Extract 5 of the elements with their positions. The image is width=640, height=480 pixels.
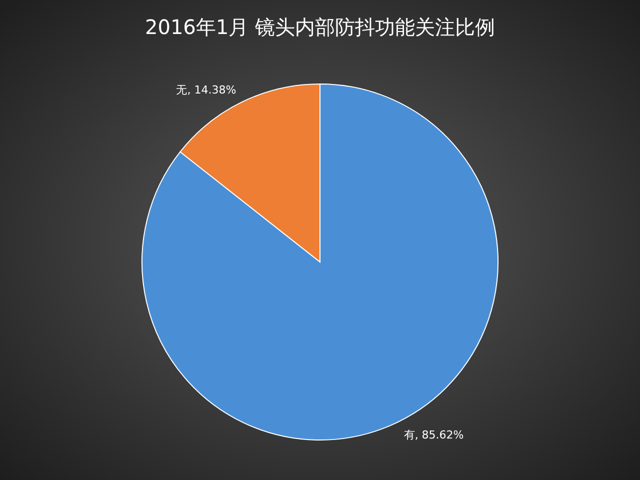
- chart-title: 2016年1月 镜头内部防抖功能关注比例: [145, 15, 495, 39]
- slice-label: 无: [176, 83, 188, 96]
- slice-label: 有: [404, 428, 415, 442]
- data-label: , 85.62%: [414, 428, 464, 442]
- data-label: , 14.38%: [187, 83, 236, 96]
